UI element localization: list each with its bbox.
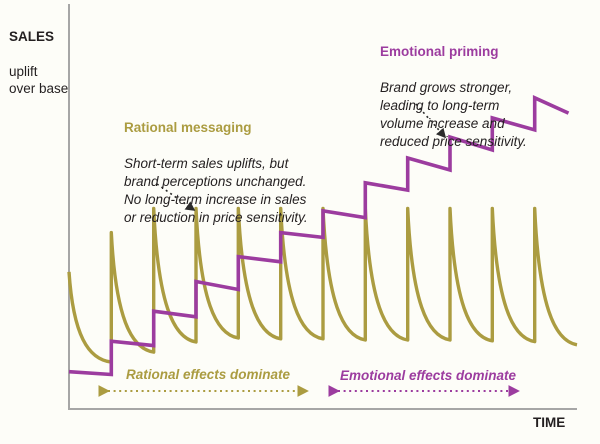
emotional-annotation-title: Emotional priming xyxy=(380,43,499,59)
emotional-annotation-body: Brand grows stronger, leading to long-te… xyxy=(380,79,527,149)
rational-annotation-title: Rational messaging xyxy=(124,119,252,135)
y-axis-title: SALES xyxy=(9,28,55,44)
rational-region-label: Rational effects dominate xyxy=(125,367,291,382)
rational-annotation: Rational messaging Short-term sales upli… xyxy=(124,101,308,244)
x-axis-label: TIME xyxy=(533,415,566,430)
y-axis-label: SALES uplift over base xyxy=(9,10,68,115)
rational-annotation-body: Short-term sales uplifts, but brand perc… xyxy=(124,155,308,225)
emotional-region-label: Emotional effects dominate xyxy=(339,368,517,383)
y-axis-subtitle: uplift over base xyxy=(9,63,69,97)
emotional-annotation: Emotional priming Brand grows stronger, … xyxy=(380,25,527,168)
